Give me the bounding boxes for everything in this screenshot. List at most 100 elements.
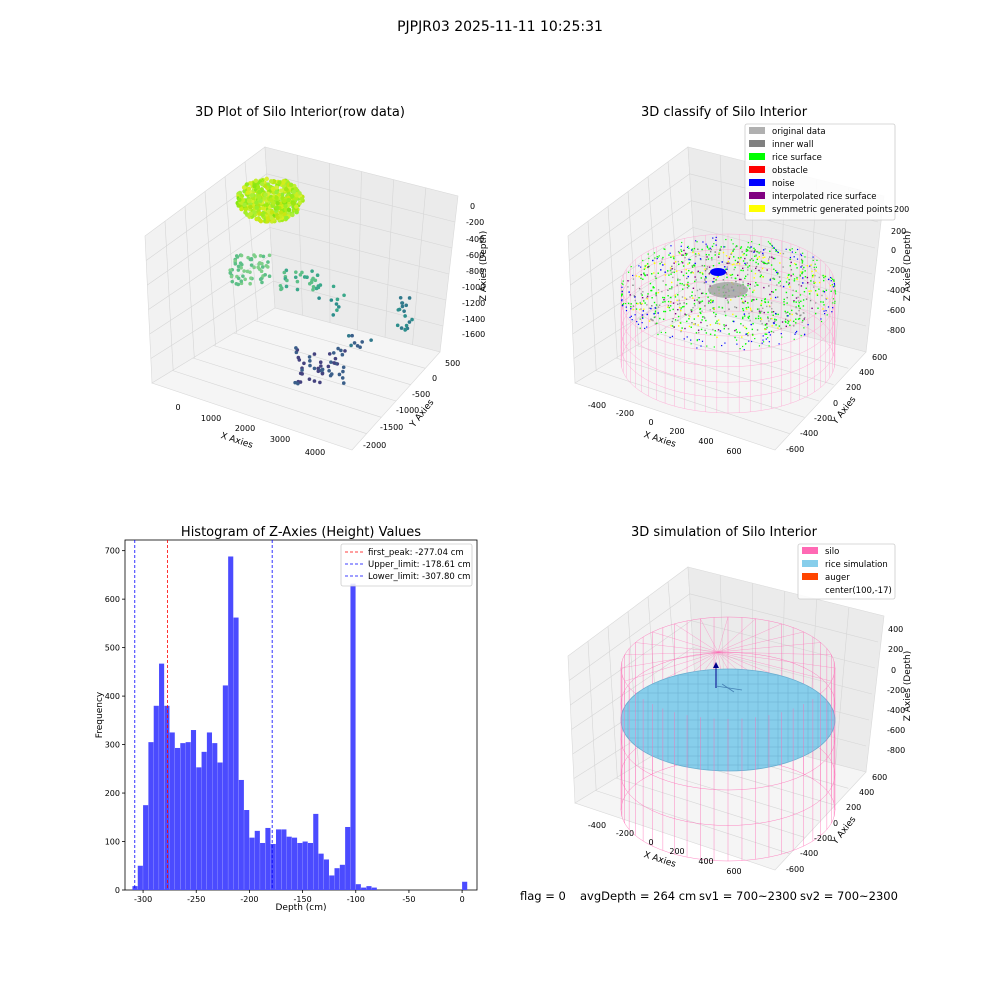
histogram-x-ticks: -300 -250 -200 -150 -100 -50 0 xyxy=(134,890,465,904)
classified-point xyxy=(802,282,804,284)
classified-point xyxy=(818,276,821,279)
raw-point xyxy=(236,268,241,272)
classified-point xyxy=(755,265,758,268)
raw-point xyxy=(237,197,242,202)
classified-point xyxy=(774,269,777,272)
classified-point xyxy=(783,301,785,303)
classified-point xyxy=(788,273,790,276)
classified-point xyxy=(762,335,764,337)
raw-point xyxy=(342,293,346,298)
classified-point xyxy=(763,262,765,265)
classified-point xyxy=(734,259,737,262)
histogram-bar xyxy=(355,884,361,890)
classify-x-tick: -200 xyxy=(616,409,634,418)
classified-point xyxy=(674,319,677,321)
noise-cluster xyxy=(710,268,726,276)
classified-point xyxy=(648,320,651,322)
histogram-legend: first_peak: -277.04 cm Upper_limit: -178.… xyxy=(340,543,473,587)
classified-point xyxy=(761,299,763,302)
classified-point xyxy=(659,317,661,320)
classified-point xyxy=(714,330,716,332)
classified-point xyxy=(684,313,686,315)
raw-point xyxy=(396,308,401,312)
classified-point xyxy=(787,311,789,313)
classified-point xyxy=(768,305,771,307)
classify-y-tick: -200 xyxy=(814,414,832,423)
classified-point xyxy=(731,252,733,254)
classified-point xyxy=(775,312,777,315)
classified-point xyxy=(753,247,755,250)
classified-point xyxy=(708,273,710,275)
classified-point xyxy=(816,259,818,262)
classified-point xyxy=(788,283,790,286)
simulation-z-tick: -600 xyxy=(887,726,905,735)
classified-point xyxy=(711,257,713,259)
classified-point xyxy=(650,289,653,292)
classified-point xyxy=(818,288,820,290)
classified-point xyxy=(695,332,698,334)
classified-point xyxy=(704,329,706,332)
raw-point xyxy=(264,202,270,208)
classified-point xyxy=(686,336,688,338)
classified-point xyxy=(627,286,629,288)
classified-point xyxy=(733,268,735,271)
classified-point xyxy=(749,287,751,290)
classified-point xyxy=(650,307,652,310)
classified-point xyxy=(669,301,672,303)
classified-point xyxy=(803,327,805,329)
classified-point xyxy=(674,312,677,315)
classified-point xyxy=(734,266,736,269)
raw-point xyxy=(308,363,312,368)
classified-point xyxy=(699,308,701,311)
classified-point xyxy=(747,334,749,337)
classified-point xyxy=(795,301,797,303)
silo-roof-line xyxy=(717,618,756,653)
classified-point xyxy=(833,282,835,285)
classified-point xyxy=(744,300,747,303)
raw-x-tick: 4000 xyxy=(305,448,325,457)
classified-point xyxy=(814,263,816,265)
classified-point xyxy=(621,300,623,302)
classified-point xyxy=(769,243,772,245)
classified-point xyxy=(802,319,804,322)
classified-point xyxy=(758,345,761,347)
classified-point xyxy=(716,322,719,325)
classified-point xyxy=(715,313,717,316)
classified-point xyxy=(764,324,767,326)
histogram-bar xyxy=(137,865,143,890)
classified-point xyxy=(652,259,654,262)
classified-point xyxy=(734,329,736,332)
y-tick-label: 0 xyxy=(115,886,120,895)
classified-point xyxy=(651,273,653,275)
classified-point xyxy=(670,256,672,258)
classified-point xyxy=(818,281,821,284)
classified-point xyxy=(747,242,749,244)
classified-point xyxy=(716,320,718,322)
auger-tip xyxy=(713,662,719,668)
classified-point xyxy=(721,307,724,309)
raw-point xyxy=(229,274,234,279)
histogram-bar xyxy=(318,853,324,890)
classified-point xyxy=(688,325,691,328)
classified-point xyxy=(768,345,770,347)
raw-point xyxy=(360,340,364,344)
classified-point xyxy=(654,316,656,318)
classified-point xyxy=(764,333,766,335)
classified-point xyxy=(684,252,687,255)
classified-point xyxy=(713,243,715,245)
classified-point xyxy=(653,252,655,254)
raw-point xyxy=(291,189,297,195)
classified-point xyxy=(788,320,790,323)
simulation-z-tick: 0 xyxy=(891,666,896,675)
classified-point xyxy=(809,265,811,267)
classified-point xyxy=(635,308,638,310)
classified-point xyxy=(834,290,836,292)
classified-point xyxy=(621,295,623,297)
classified-point xyxy=(795,322,797,324)
raw-y-tick: -2000 xyxy=(363,441,386,450)
classified-point xyxy=(753,299,755,301)
classified-point xyxy=(655,277,657,280)
classified-point xyxy=(758,310,761,312)
classified-point xyxy=(753,277,755,279)
classified-point xyxy=(641,314,644,316)
